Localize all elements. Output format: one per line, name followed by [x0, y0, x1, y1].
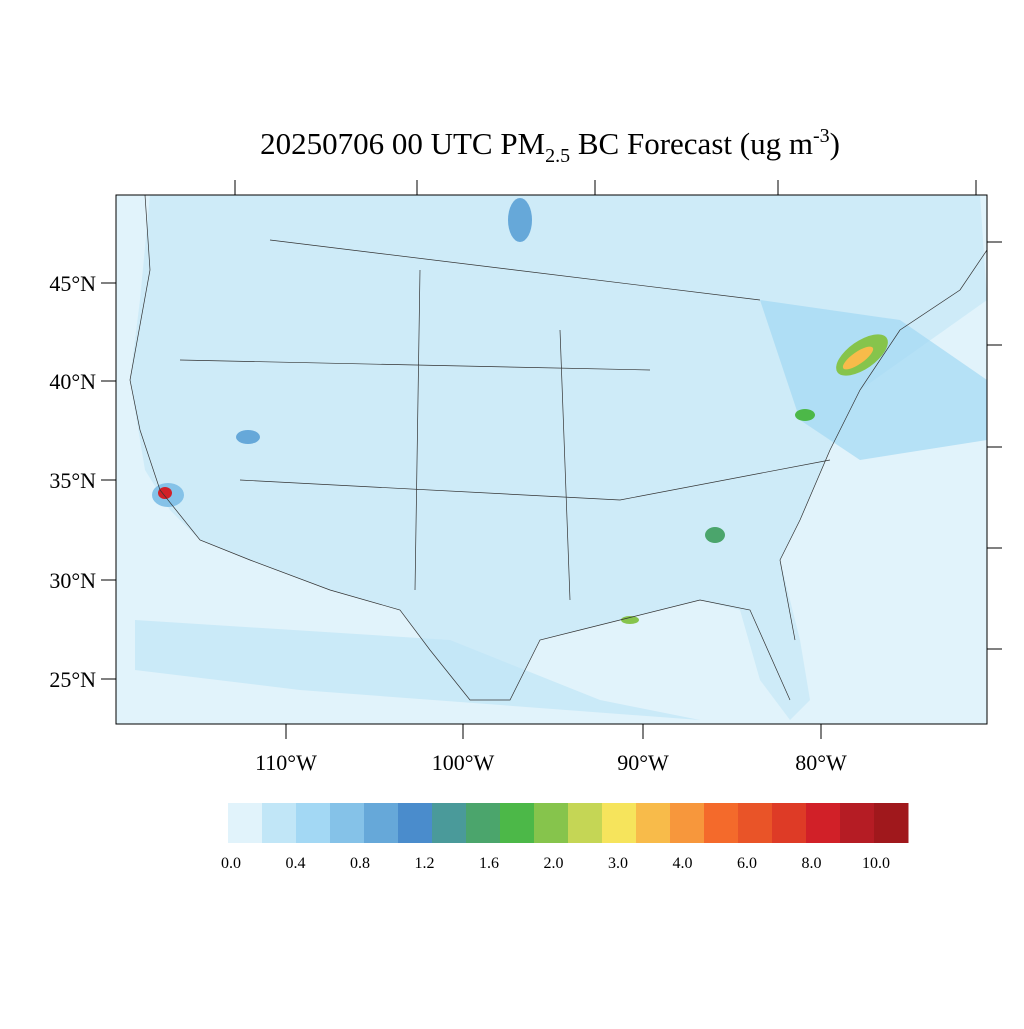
colorbar-label: 8.0	[802, 855, 822, 872]
colorbar-label: 1.2	[415, 855, 435, 872]
colorbar-box	[262, 803, 297, 843]
colorbar-box	[568, 803, 603, 843]
lat-label: 35°N	[49, 468, 96, 493]
colorbar-label: 0.0	[221, 855, 241, 872]
colorbar-label: 10.0	[862, 855, 890, 872]
lon-label: 100°W	[432, 750, 495, 775]
lat-label: 30°N	[49, 568, 96, 593]
frame-ticks	[101, 180, 1002, 739]
colorbar-box	[602, 803, 637, 843]
colorbar-box	[704, 803, 739, 843]
colorbar-box	[636, 803, 671, 843]
hotspot	[621, 616, 639, 624]
lat-label: 40°N	[49, 369, 96, 394]
hotspot	[705, 527, 725, 543]
lon-label: 90°W	[617, 750, 669, 775]
colorbar-label: 4.0	[673, 855, 693, 872]
colorbar-label: 0.8	[350, 855, 370, 872]
ocean-haze	[135, 620, 700, 720]
colorbar-box	[398, 803, 433, 843]
plume	[760, 300, 987, 460]
colorbar-label: 3.0	[608, 855, 628, 872]
map-frame	[115, 194, 988, 725]
hotspot	[842, 346, 874, 370]
colorbar-box	[874, 803, 909, 843]
map	[101, 180, 1002, 739]
lon-label: 110°W	[255, 750, 317, 775]
colorbar-box	[466, 803, 501, 843]
colorbar-box	[534, 803, 569, 843]
hotspot	[236, 430, 260, 444]
colorbar-label: 0.4	[286, 855, 306, 872]
title-subscript: 2.5	[545, 145, 570, 167]
colorbar-box	[364, 803, 399, 843]
title-middle: BC Forecast (ug m	[570, 126, 813, 161]
hotspot	[508, 198, 532, 242]
lat-label: 45°N	[49, 271, 96, 296]
title-main: 20250706 00 UTC PM	[260, 126, 545, 161]
colorbar-box	[670, 803, 705, 843]
colorbar-box	[806, 803, 841, 843]
colorbar-box	[432, 803, 467, 843]
colorbar-box	[228, 803, 263, 843]
hotspot	[795, 409, 815, 421]
hotspot	[158, 487, 172, 499]
colorbar-label: 6.0	[737, 855, 757, 872]
title-end: )	[830, 126, 840, 161]
colorbar-box	[840, 803, 875, 843]
colorbar-label: 2.0	[544, 855, 564, 872]
lon-label: 80°W	[795, 750, 847, 775]
colorbar-box	[772, 803, 807, 843]
colorbar-box	[330, 803, 365, 843]
title-superscript: -3	[813, 125, 830, 147]
colorbar-box	[296, 803, 331, 843]
boundaries	[129, 194, 988, 701]
colorbar-box	[500, 803, 535, 843]
title: 20250706 00 UTC PM2.5 BC Forecast (ug m-…	[260, 125, 840, 167]
lat-label: 25°N	[49, 667, 96, 692]
colorbar-box	[738, 803, 773, 843]
colorbar-label: 1.6	[479, 855, 499, 872]
